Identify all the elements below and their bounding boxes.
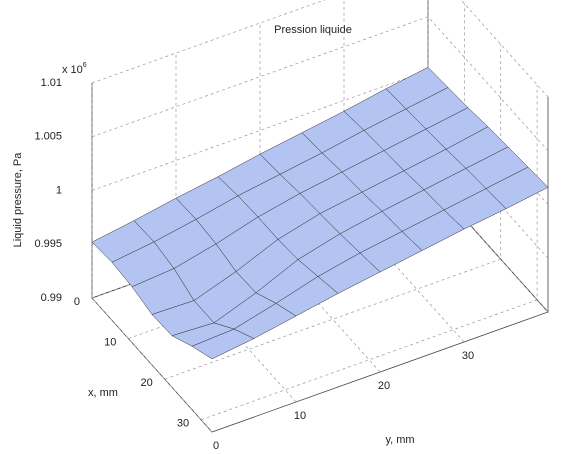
y-tick-label: 10 <box>294 410 306 422</box>
x-tick-label: 0 <box>74 296 80 308</box>
z-grid-line <box>91 0 549 98</box>
z-multiplier: x 106 <box>62 62 87 76</box>
y-tick-label: 20 <box>378 380 390 392</box>
x-axis-label: x, mm <box>88 387 118 399</box>
x-tick-label: 10 <box>104 337 116 349</box>
z-multiplier-base: x 10 <box>62 64 83 76</box>
z-axis-label: Liquid pressure, Pa <box>12 152 24 248</box>
z-tick-label: 1.01 <box>41 77 62 89</box>
z-tick-label: 1.005 <box>34 131 62 143</box>
surface-patch <box>191 328 255 360</box>
x-tick-label: 20 <box>140 377 152 389</box>
y-axis-label: y, mm <box>385 434 414 446</box>
x-tick-label: 30 <box>177 418 189 430</box>
z-tick-label: 0.99 <box>41 292 62 304</box>
x-grid-line <box>164 44 502 380</box>
z-tick-label: 1 <box>56 184 62 196</box>
chart-title: Pression liquide <box>274 24 352 36</box>
y-tick-label: 0 <box>213 440 219 452</box>
z-tick-label: 0.995 <box>34 238 62 250</box>
y-tick-label: 30 <box>462 350 474 362</box>
z-multiplier-exponent: 6 <box>83 62 87 69</box>
x-grid-line <box>200 84 538 421</box>
